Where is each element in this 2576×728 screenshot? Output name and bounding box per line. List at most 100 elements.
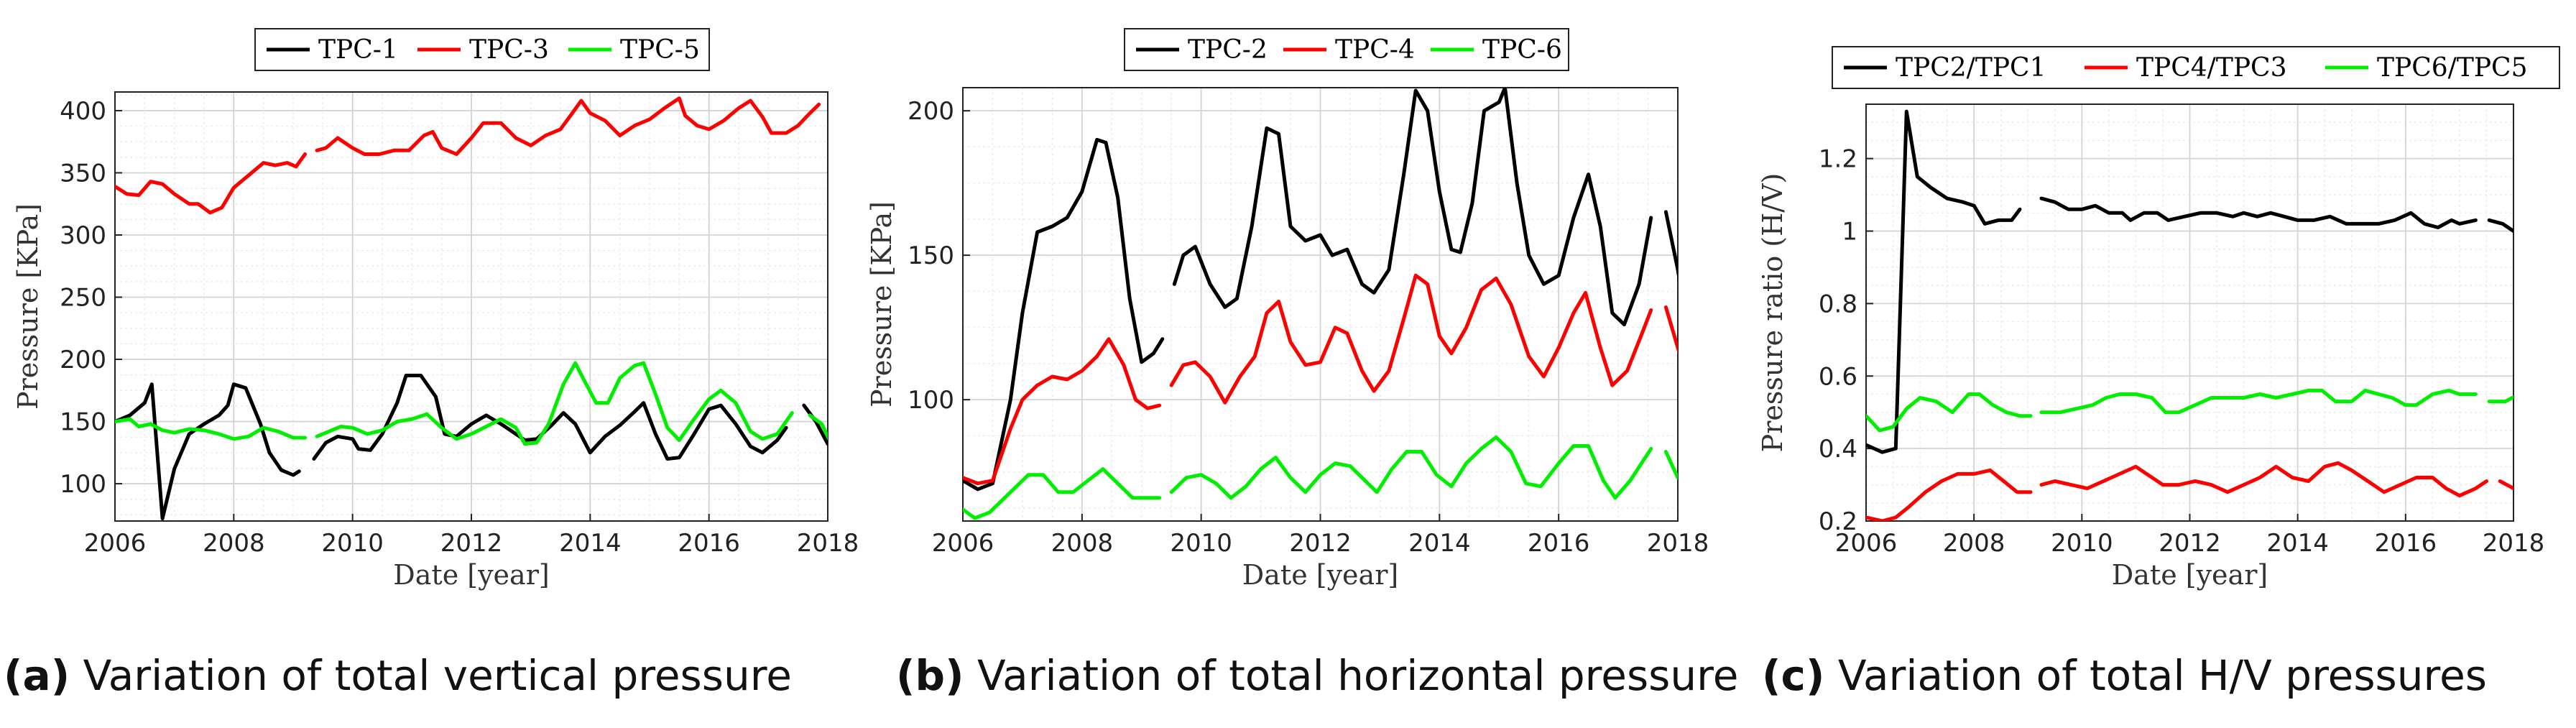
caption-letter: (a) (4, 651, 70, 700)
y-axis-label: Pressure ratio (H/V) (1757, 173, 1788, 453)
x-tick-label: 2018 (797, 529, 859, 558)
x-tick-label: 2010 (1170, 529, 1232, 558)
x-tick-label: 2008 (203, 529, 265, 558)
x-tick-label: 2014 (1408, 529, 1471, 558)
series-line-tpc-6-seg2 (1663, 450, 1678, 481)
y-tick-label: 1 (1842, 218, 1857, 246)
major-grid (114, 92, 828, 521)
x-tick-label: 2006 (84, 529, 147, 558)
legend-label: TPC-2 (1188, 35, 1268, 65)
series-line-tpc-6-seg1 (1169, 435, 1653, 500)
x-tick-label: 2016 (678, 529, 740, 558)
y-axis-label: Pressure [KPa] (12, 203, 44, 410)
series-line-tpc-4-seg0 (963, 337, 1162, 486)
series-layer (963, 88, 1678, 520)
caption-letter: (c) (1762, 651, 1824, 700)
caption-text: Variation of total horizontal pressure (964, 651, 1739, 700)
y-axis-label: Pressure [KPa] (866, 201, 897, 407)
y-tick-label: 150 (908, 241, 954, 270)
major-grid (962, 88, 1679, 521)
chart-panel-c: 2006 2008 2010 2012 2014 2016 2018 0.2 0.4 0.6 0.8… (1757, 46, 2560, 700)
legend-label: TPC-1 (318, 35, 398, 65)
y-tick-label: 150 (60, 408, 106, 437)
legend-label: TPC-6 (1482, 35, 1562, 65)
y-tick-label: 200 (908, 97, 954, 126)
y-tick-label: 250 (60, 284, 106, 313)
x-tick-label: 2016 (1528, 529, 1590, 558)
series-line-tpc-1-seg2 (802, 403, 828, 446)
y-tick-label: 100 (908, 386, 954, 415)
series-line-tpc6-tpc5-seg1 (2039, 388, 2478, 415)
chart-panel-b: 2006 2008 2010 2012 2014 2016 2018 100 150 200 Dat… (866, 28, 1738, 700)
x-tick-label: 2008 (1051, 529, 1114, 558)
caption-text: Variation of total H/V pressures (1824, 651, 2487, 700)
panel-caption: (b) Variation of total horizontal pressu… (896, 651, 1738, 700)
y-tick-label: 0.6 (1819, 362, 1857, 391)
y-tick-label: 0.2 (1819, 507, 1857, 536)
series-line-tpc4-tpc3-seg1 (2039, 461, 2488, 498)
series-line-tpc6-tpc5-seg0 (1866, 392, 2033, 433)
series-line-tpc-4-seg2 (1663, 305, 1678, 354)
x-tick-label: 2006 (932, 529, 994, 558)
series-line-tpc-6-seg0 (963, 467, 1162, 520)
x-tick-label: 2012 (1289, 529, 1352, 558)
series-line-tpc4-tpc3-seg0 (1866, 468, 2033, 521)
series-line-tpc6-tpc5-seg2 (2487, 395, 2513, 404)
major-grid (1865, 104, 2514, 522)
caption-text: Variation of total vertical pressure (70, 651, 792, 700)
series-line-tpc-1-seg0 (115, 382, 301, 520)
series-line-tpc-2-seg2 (1663, 210, 1678, 281)
panel-caption: (c) Variation of total H/V pressures (1762, 651, 2487, 700)
x-axis-label: Date [year] (2112, 559, 2268, 591)
series-line-tpc-5-seg1 (315, 361, 794, 446)
series-line-tpc-4-seg1 (1169, 273, 1653, 405)
series-line-tpc4-tpc3-seg2 (2498, 479, 2513, 491)
series-line-tpc-3-seg0 (115, 152, 307, 215)
series-line-tpc-2-seg0 (963, 137, 1165, 492)
x-tick-label: 2016 (2375, 529, 2437, 558)
series-line-tpc-2-seg1 (1172, 88, 1653, 327)
series-line-tpc2-tpc1-seg0 (1866, 109, 2022, 454)
x-axis-label: Date [year] (1242, 559, 1398, 591)
x-tick-label: 2012 (440, 529, 503, 558)
chart-panel-a: 2006 2008 2010 2012 2014 2016 2018 100 150 200 250… (4, 28, 893, 700)
legend-label: TPC4/TPC3 (2136, 53, 2287, 83)
x-axis-label: Date [year] (393, 559, 549, 591)
series-line-tpc-3-seg1 (315, 96, 821, 156)
legend-label: TPC2/TPC1 (1896, 53, 2046, 83)
legend: TPC2/TPC1 TPC4/TPC3 TPC6/TPC5 (1832, 46, 2560, 89)
series-line-tpc2-tpc1-seg1 (2039, 196, 2478, 229)
y-tick-label: 0.8 (1819, 290, 1857, 318)
series-layer (115, 88, 893, 520)
legend: TPC-1 TPC-3 TPC-5 (254, 28, 710, 71)
legend-label: TPC-3 (469, 35, 549, 65)
series-line-tpc-3-seg2 (834, 88, 893, 136)
y-tick-label: 300 (60, 221, 106, 250)
x-tick-label: 2012 (2159, 529, 2221, 558)
legend-box (1832, 46, 2560, 89)
x-tick-label: 2010 (321, 529, 384, 558)
panel-caption: (a) Variation of total vertical pressure (4, 651, 792, 700)
x-tick-label: 2010 (2051, 529, 2113, 558)
series-layer (1866, 109, 2513, 521)
legend-label: TPC-5 (620, 35, 700, 65)
y-tick-label: 100 (60, 470, 106, 499)
x-tick-label: 2018 (1647, 529, 1709, 558)
x-tick-label: 2014 (2266, 529, 2329, 558)
legend-label: TPC6/TPC5 (2377, 53, 2528, 83)
series-line-tpc-5-seg2 (808, 413, 828, 441)
y-tick-label: 350 (60, 159, 106, 188)
legend-label: TPC-4 (1335, 35, 1415, 65)
x-tick-label: 2006 (1835, 529, 1898, 558)
y-tick-label: 200 (60, 346, 106, 374)
legend-box (1124, 28, 1569, 71)
series-line-tpc-5-seg0 (115, 417, 307, 441)
y-tick-label: 1.2 (1819, 145, 1857, 174)
legend-box (254, 28, 710, 71)
x-tick-label: 2008 (1943, 529, 2005, 558)
legend: TPC-2 TPC-4 TPC-6 (1124, 28, 1569, 71)
y-tick-label: 400 (60, 97, 106, 126)
x-tick-label: 2018 (2483, 529, 2545, 558)
x-tick-label: 2014 (559, 529, 622, 558)
